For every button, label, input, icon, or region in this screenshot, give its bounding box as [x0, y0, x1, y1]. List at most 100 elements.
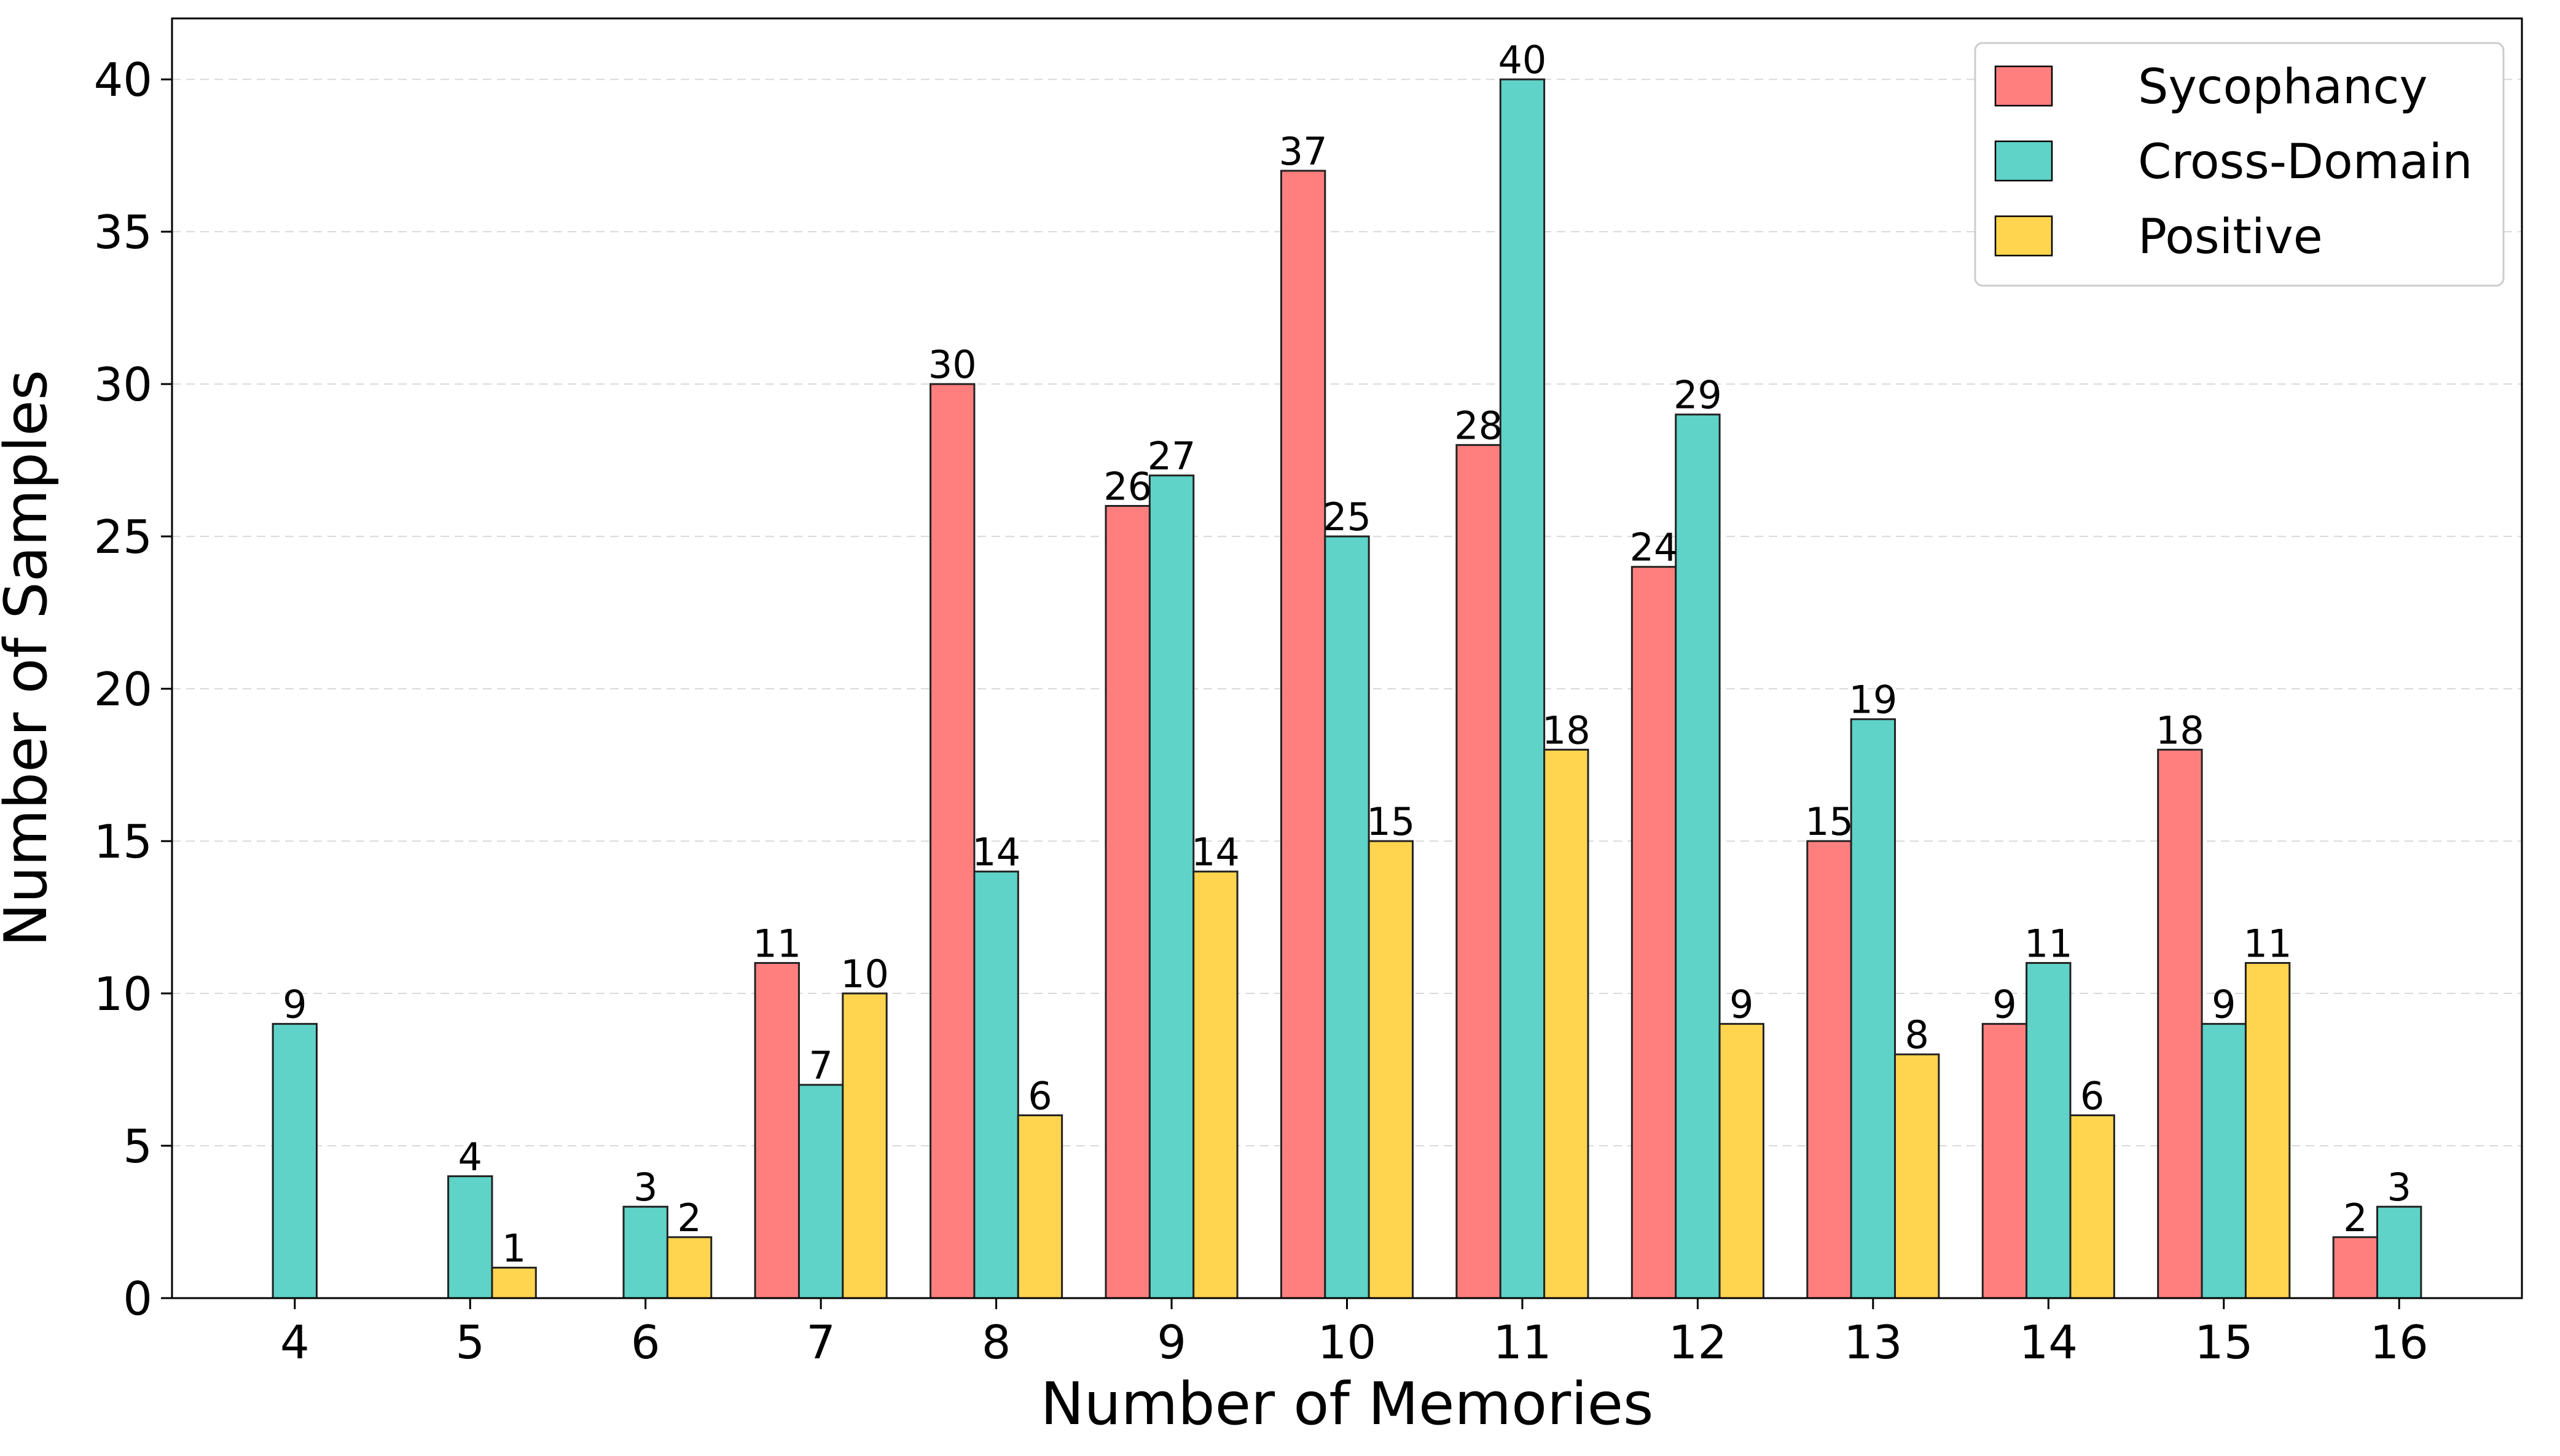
- data-label-sycophancy-11: 28: [1454, 403, 1503, 448]
- y-tick-label-35: 35: [94, 205, 152, 259]
- x-tick-label-9: 9: [1157, 1315, 1186, 1369]
- y-axis-ticks: 0 5 10 15 20 25 30 35 40: [94, 53, 172, 1326]
- bar-cross-domain-6: [622, 1205, 668, 1299]
- bar-positive-8: [1017, 1114, 1063, 1299]
- bar-sycophancy-10: [1280, 170, 1326, 1299]
- data-label-sycophancy-15: 18: [2156, 708, 2204, 753]
- bar-positive-7: [842, 992, 888, 1299]
- x-tick-label-13: 13: [1844, 1315, 1902, 1369]
- bar-cross-domain-13: [1850, 718, 1897, 1299]
- bar-cross-domain-7: [797, 1084, 844, 1299]
- x-tick-label-6: 6: [631, 1315, 660, 1369]
- data-label-cross-domain-13: 19: [1849, 678, 1897, 722]
- bar-cross-domain-14: [2026, 961, 2072, 1299]
- bar-positive-10: [1368, 840, 1414, 1299]
- data-label-cross-domain-9: 27: [1148, 434, 1196, 479]
- bar-cross-domain-16: [2376, 1205, 2422, 1299]
- legend-swatch-cross-domain: [1994, 140, 2053, 182]
- bar-cross-domain-4: [272, 1023, 318, 1299]
- data-label-cross-domain-11: 40: [1498, 37, 1546, 82]
- legend-label-sycophancy: Sycophancy: [2138, 60, 2428, 115]
- y-tick-label-5: 5: [123, 1119, 152, 1173]
- bar-cross-domain-9: [1148, 474, 1195, 1299]
- bar-positive-11: [1543, 748, 1589, 1299]
- legend: Sycophancy Cross-Domain Positive: [1974, 42, 2505, 287]
- data-label-positive-6: 2: [677, 1196, 701, 1240]
- data-label-cross-domain-10: 25: [1323, 495, 1371, 539]
- bar-cross-domain-10: [1324, 535, 1370, 1299]
- data-label-cross-domain-12: 29: [1673, 373, 1722, 418]
- bar-cross-domain-5: [447, 1175, 493, 1299]
- bar-cross-domain-15: [2201, 1023, 2247, 1299]
- bar-cross-domain-8: [973, 871, 1019, 1299]
- bar-positive-6: [666, 1236, 713, 1299]
- y-axis-label: Number of Samples: [0, 370, 60, 947]
- legend-label-positive: Positive: [2138, 209, 2323, 265]
- data-label-sycophancy-8: 30: [928, 342, 977, 387]
- data-label-cross-domain-8: 14: [972, 830, 1020, 875]
- legend-box: [1974, 42, 2505, 287]
- bar-sycophancy-11: [1455, 444, 1501, 1299]
- bar-cross-domain-12: [1675, 413, 1721, 1299]
- bar-positive-13: [1894, 1053, 1940, 1299]
- data-label-sycophancy-13: 15: [1805, 799, 1853, 844]
- bar-sycophancy-13: [1806, 840, 1852, 1299]
- bar-sycophancy-15: [2157, 748, 2203, 1299]
- bars: [272, 78, 2422, 1299]
- bar-sycophancy-12: [1630, 566, 1677, 1299]
- data-label-positive-14: 6: [2080, 1073, 2104, 1118]
- data-label-cross-domain-16: 3: [2387, 1165, 2411, 1210]
- legend-label-cross-domain: Cross-Domain: [2138, 135, 2473, 190]
- y-tick-label-0: 0: [123, 1272, 152, 1326]
- y-tick-label-15: 15: [94, 815, 152, 869]
- data-label-positive-15: 11: [2244, 921, 2292, 966]
- y-tick-label-20: 20: [94, 662, 152, 716]
- data-label-sycophancy-10: 37: [1279, 129, 1328, 174]
- data-label-positive-10: 15: [1366, 799, 1415, 844]
- data-label-sycophancy-9: 26: [1103, 464, 1152, 509]
- data-label-cross-domain-14: 11: [2024, 921, 2073, 966]
- data-label-cross-domain-5: 4: [458, 1135, 482, 1180]
- bar-sycophancy-7: [754, 961, 800, 1299]
- bar-positive-12: [1718, 1023, 1764, 1299]
- legend-swatch-positive: [1994, 215, 2053, 257]
- y-tick-label-40: 40: [94, 53, 152, 107]
- data-label-sycophancy-7: 11: [753, 921, 801, 966]
- x-tick-label-7: 7: [806, 1315, 836, 1369]
- bar-positive-14: [2069, 1114, 2115, 1299]
- bar-positive-15: [2244, 961, 2291, 1299]
- data-label-sycophancy-14: 9: [1992, 982, 2016, 1027]
- data-label-positive-7: 10: [840, 952, 889, 996]
- bar-positive-5: [491, 1266, 537, 1299]
- x-tick-label-4: 4: [280, 1315, 310, 1369]
- bar-sycophancy-16: [2332, 1236, 2379, 1299]
- x-axis-ticks: 4 5 6 7 8 9 10 11 12 13 14 15 16: [280, 1298, 2429, 1369]
- data-label-cross-domain-4: 9: [283, 982, 307, 1027]
- data-labels: 1130263728241591829437142725402919119312…: [283, 37, 2411, 1270]
- x-tick-label-15: 15: [2194, 1315, 2253, 1369]
- x-tick-label-8: 8: [982, 1315, 1011, 1369]
- data-label-positive-8: 6: [1028, 1073, 1052, 1118]
- bar-sycophancy-14: [1981, 1023, 2028, 1299]
- bar-cross-domain-11: [1499, 78, 1546, 1299]
- y-tick-label-30: 30: [94, 358, 152, 412]
- data-label-sycophancy-12: 24: [1630, 525, 1678, 570]
- x-tick-label-16: 16: [2370, 1315, 2428, 1369]
- data-label-positive-11: 18: [1542, 708, 1591, 753]
- x-tick-label-11: 11: [1493, 1315, 1551, 1369]
- bar-sycophancy-8: [930, 383, 976, 1299]
- data-label-cross-domain-6: 3: [633, 1165, 657, 1210]
- data-label-positive-5: 1: [502, 1226, 526, 1270]
- bar-positive-9: [1192, 871, 1239, 1299]
- data-label-cross-domain-15: 9: [2212, 982, 2236, 1027]
- data-label-positive-9: 14: [1191, 830, 1240, 875]
- data-label-positive-13: 8: [1904, 1012, 1928, 1057]
- x-tick-label-10: 10: [1318, 1315, 1376, 1369]
- data-label-cross-domain-7: 7: [808, 1043, 832, 1088]
- bar-sycophancy-9: [1105, 505, 1151, 1299]
- y-tick-label-10: 10: [94, 967, 152, 1021]
- data-label-positive-12: 9: [1729, 982, 1753, 1027]
- x-tick-label-14: 14: [2019, 1315, 2078, 1369]
